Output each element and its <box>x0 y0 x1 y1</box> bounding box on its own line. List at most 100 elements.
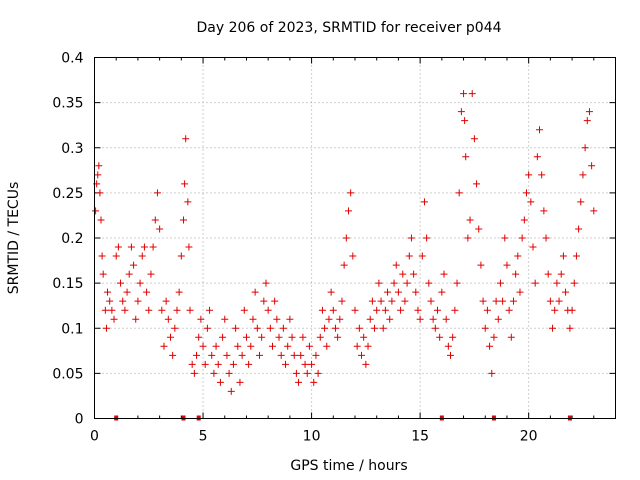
axis-ticks: 0 0.05 0.1 0.15 0.2 0.25 0.3 0.35 0.4 0 5 10 15 20 <box>52 51 616 445</box>
data-point <box>262 279 270 287</box>
data-point <box>130 261 138 269</box>
data-point <box>501 234 509 242</box>
data-point <box>575 225 583 233</box>
data-point <box>314 369 322 377</box>
data-point <box>160 342 168 350</box>
data-point <box>318 306 326 314</box>
data-point <box>546 297 554 305</box>
data-point <box>97 216 105 224</box>
data-point <box>449 333 457 341</box>
data-point <box>390 279 398 287</box>
data-point <box>249 315 257 323</box>
data-point <box>173 306 181 314</box>
data-point <box>414 306 422 314</box>
data-point <box>199 342 207 350</box>
data-point <box>136 279 144 287</box>
data-point <box>140 243 148 251</box>
data-point <box>329 306 337 314</box>
data-point <box>518 234 526 242</box>
data-point <box>145 306 153 314</box>
data-point <box>562 288 570 296</box>
data-point <box>375 279 383 287</box>
data-point <box>119 297 127 305</box>
data-point <box>305 342 313 350</box>
data-point <box>455 189 463 197</box>
grid-layer <box>94 57 616 419</box>
x-tick-label: 10 <box>303 429 321 445</box>
data-point <box>92 207 100 215</box>
data-point <box>96 189 104 197</box>
data-point <box>349 252 357 260</box>
data-point <box>436 333 444 341</box>
data-point <box>344 207 352 215</box>
chart-title: Day 206 of 2023, SRMTID for receiver p04… <box>196 20 501 36</box>
data-point <box>303 369 311 377</box>
x-axis-label: GPS time / hours <box>290 458 407 474</box>
data-point <box>379 324 387 332</box>
data-point <box>327 288 335 296</box>
data-point <box>529 243 537 251</box>
data-point <box>522 189 530 197</box>
data-point <box>544 270 552 278</box>
data-point <box>351 306 359 314</box>
data-point <box>447 351 455 359</box>
data-point <box>427 297 435 305</box>
data-point <box>590 207 598 215</box>
data-point <box>181 180 189 188</box>
data-point <box>269 342 277 350</box>
data-point <box>102 324 110 332</box>
data-point <box>425 279 433 287</box>
data-point <box>440 270 448 278</box>
data-point <box>551 306 559 314</box>
data-point <box>299 333 307 341</box>
plot-frame <box>94 57 616 419</box>
data-point <box>323 342 331 350</box>
data-point <box>297 351 305 359</box>
data-point <box>486 342 494 350</box>
data-point <box>260 297 268 305</box>
data-point <box>340 261 348 269</box>
data-point <box>127 243 135 251</box>
data-point <box>442 315 450 323</box>
x-tick-label: 20 <box>520 429 538 445</box>
data-point <box>431 324 439 332</box>
data-points <box>92 90 598 395</box>
data-point <box>466 216 474 224</box>
data-point <box>475 225 483 233</box>
data-point <box>538 171 546 179</box>
data-point <box>292 369 300 377</box>
data-point <box>514 252 522 260</box>
data-point <box>223 351 231 359</box>
data-point <box>229 360 237 368</box>
y-tick-label: 0.35 <box>52 96 83 112</box>
data-point <box>255 351 263 359</box>
data-point <box>512 270 520 278</box>
data-point <box>429 315 437 323</box>
data-point <box>258 333 266 341</box>
data-point <box>438 288 446 296</box>
data-point <box>331 324 339 332</box>
data-point <box>225 369 233 377</box>
data-point <box>186 306 194 314</box>
data-point <box>555 297 563 305</box>
data-point <box>169 351 177 359</box>
x-tick-label: 15 <box>411 429 429 445</box>
data-point <box>533 153 541 161</box>
data-point <box>123 288 131 296</box>
data-point <box>499 297 507 305</box>
data-point <box>360 333 368 341</box>
data-point <box>247 342 255 350</box>
data-point <box>540 207 548 215</box>
data-point <box>397 306 405 314</box>
data-point <box>470 135 478 143</box>
data-point <box>364 342 372 350</box>
data-point <box>104 288 112 296</box>
data-point <box>418 252 426 260</box>
data-point <box>490 333 498 341</box>
data-point <box>156 225 164 233</box>
data-point <box>98 252 106 260</box>
data-point <box>158 306 166 314</box>
data-point <box>227 387 235 395</box>
data-point <box>221 315 229 323</box>
data-point <box>353 342 361 350</box>
